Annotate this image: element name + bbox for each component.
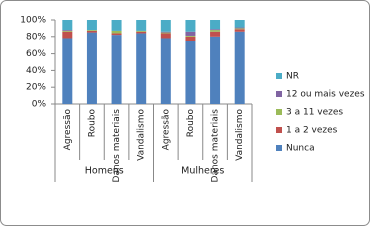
bar-segment — [111, 30, 122, 34]
bar-segment — [160, 20, 171, 32]
legend-label: 12 ou mais vezes — [286, 90, 365, 100]
bar-segment — [136, 31, 147, 34]
bar-segment — [210, 29, 221, 31]
bar-segment — [111, 20, 122, 31]
bar-segment — [185, 35, 196, 37]
legend-swatch — [276, 73, 282, 79]
bar-segment — [185, 20, 196, 32]
bar-segment — [86, 30, 97, 33]
x-tick-label: Agressão — [63, 109, 73, 151]
bar-segment — [62, 20, 73, 31]
bar-segment — [160, 31, 171, 33]
group-label: Mulheres — [181, 166, 224, 177]
x-tick-label: Vandalismo — [235, 109, 245, 161]
y-tick-label: 40% — [26, 66, 46, 76]
bar-segment — [136, 30, 147, 32]
legend-label: NR — [286, 72, 299, 82]
bar-segment — [185, 36, 196, 41]
bar-segment — [185, 41, 196, 104]
bar-segment — [234, 27, 245, 29]
bar-segment — [210, 20, 221, 30]
bar-segment — [160, 33, 171, 39]
bar-segment — [234, 31, 245, 104]
bar-segment — [210, 36, 221, 104]
bar-segment — [86, 20, 97, 31]
bar-segment — [62, 30, 73, 31]
bar-segment — [136, 20, 147, 31]
legend-swatch — [276, 109, 282, 115]
bar-segment — [160, 38, 171, 105]
chart: 0% 20% 40% 60% 80% 100% Agressão Roubo Danos mat… — [0, 0, 370, 226]
bar-segment — [86, 30, 97, 31]
x-tick-label: Danos materiais — [112, 109, 122, 183]
x-tick-label: Roubo — [186, 109, 196, 138]
x-tick-label: Danos materiais — [211, 109, 221, 183]
bar-segment — [111, 35, 122, 105]
x-tick-label: Roubo — [87, 109, 97, 138]
legend-swatch — [276, 145, 282, 151]
bar-segment — [86, 32, 97, 104]
y-tick-label: 0% — [32, 100, 47, 110]
bar-segment — [185, 31, 196, 36]
y-tick-label: 60% — [26, 49, 46, 59]
bar-segment — [210, 30, 221, 32]
bar-segment — [62, 30, 73, 32]
y-tick-label: 20% — [26, 83, 46, 93]
bar-segment — [234, 28, 245, 30]
bar-segment — [62, 38, 73, 105]
bar-segment — [210, 31, 221, 37]
x-tick-label: Agressão — [161, 109, 171, 151]
group-label: Homens — [85, 166, 124, 177]
bar-segment — [111, 33, 122, 36]
legend-swatch — [276, 127, 282, 133]
bar-segment — [62, 31, 73, 39]
legend-swatch — [276, 91, 282, 97]
bar-segment — [234, 20, 245, 28]
bar-segment — [160, 32, 171, 34]
y-tick-label: 80% — [26, 32, 46, 42]
bar-segment — [136, 33, 147, 104]
legend-label: 1 a 2 vezes — [286, 126, 338, 136]
bar-segment — [234, 29, 245, 32]
legend-label: 3 a 11 vezes — [286, 108, 343, 118]
y-tick-label: 100% — [20, 16, 46, 26]
legend-label: Nunca — [286, 144, 315, 154]
x-tick-label: Vandalismo — [137, 109, 147, 161]
